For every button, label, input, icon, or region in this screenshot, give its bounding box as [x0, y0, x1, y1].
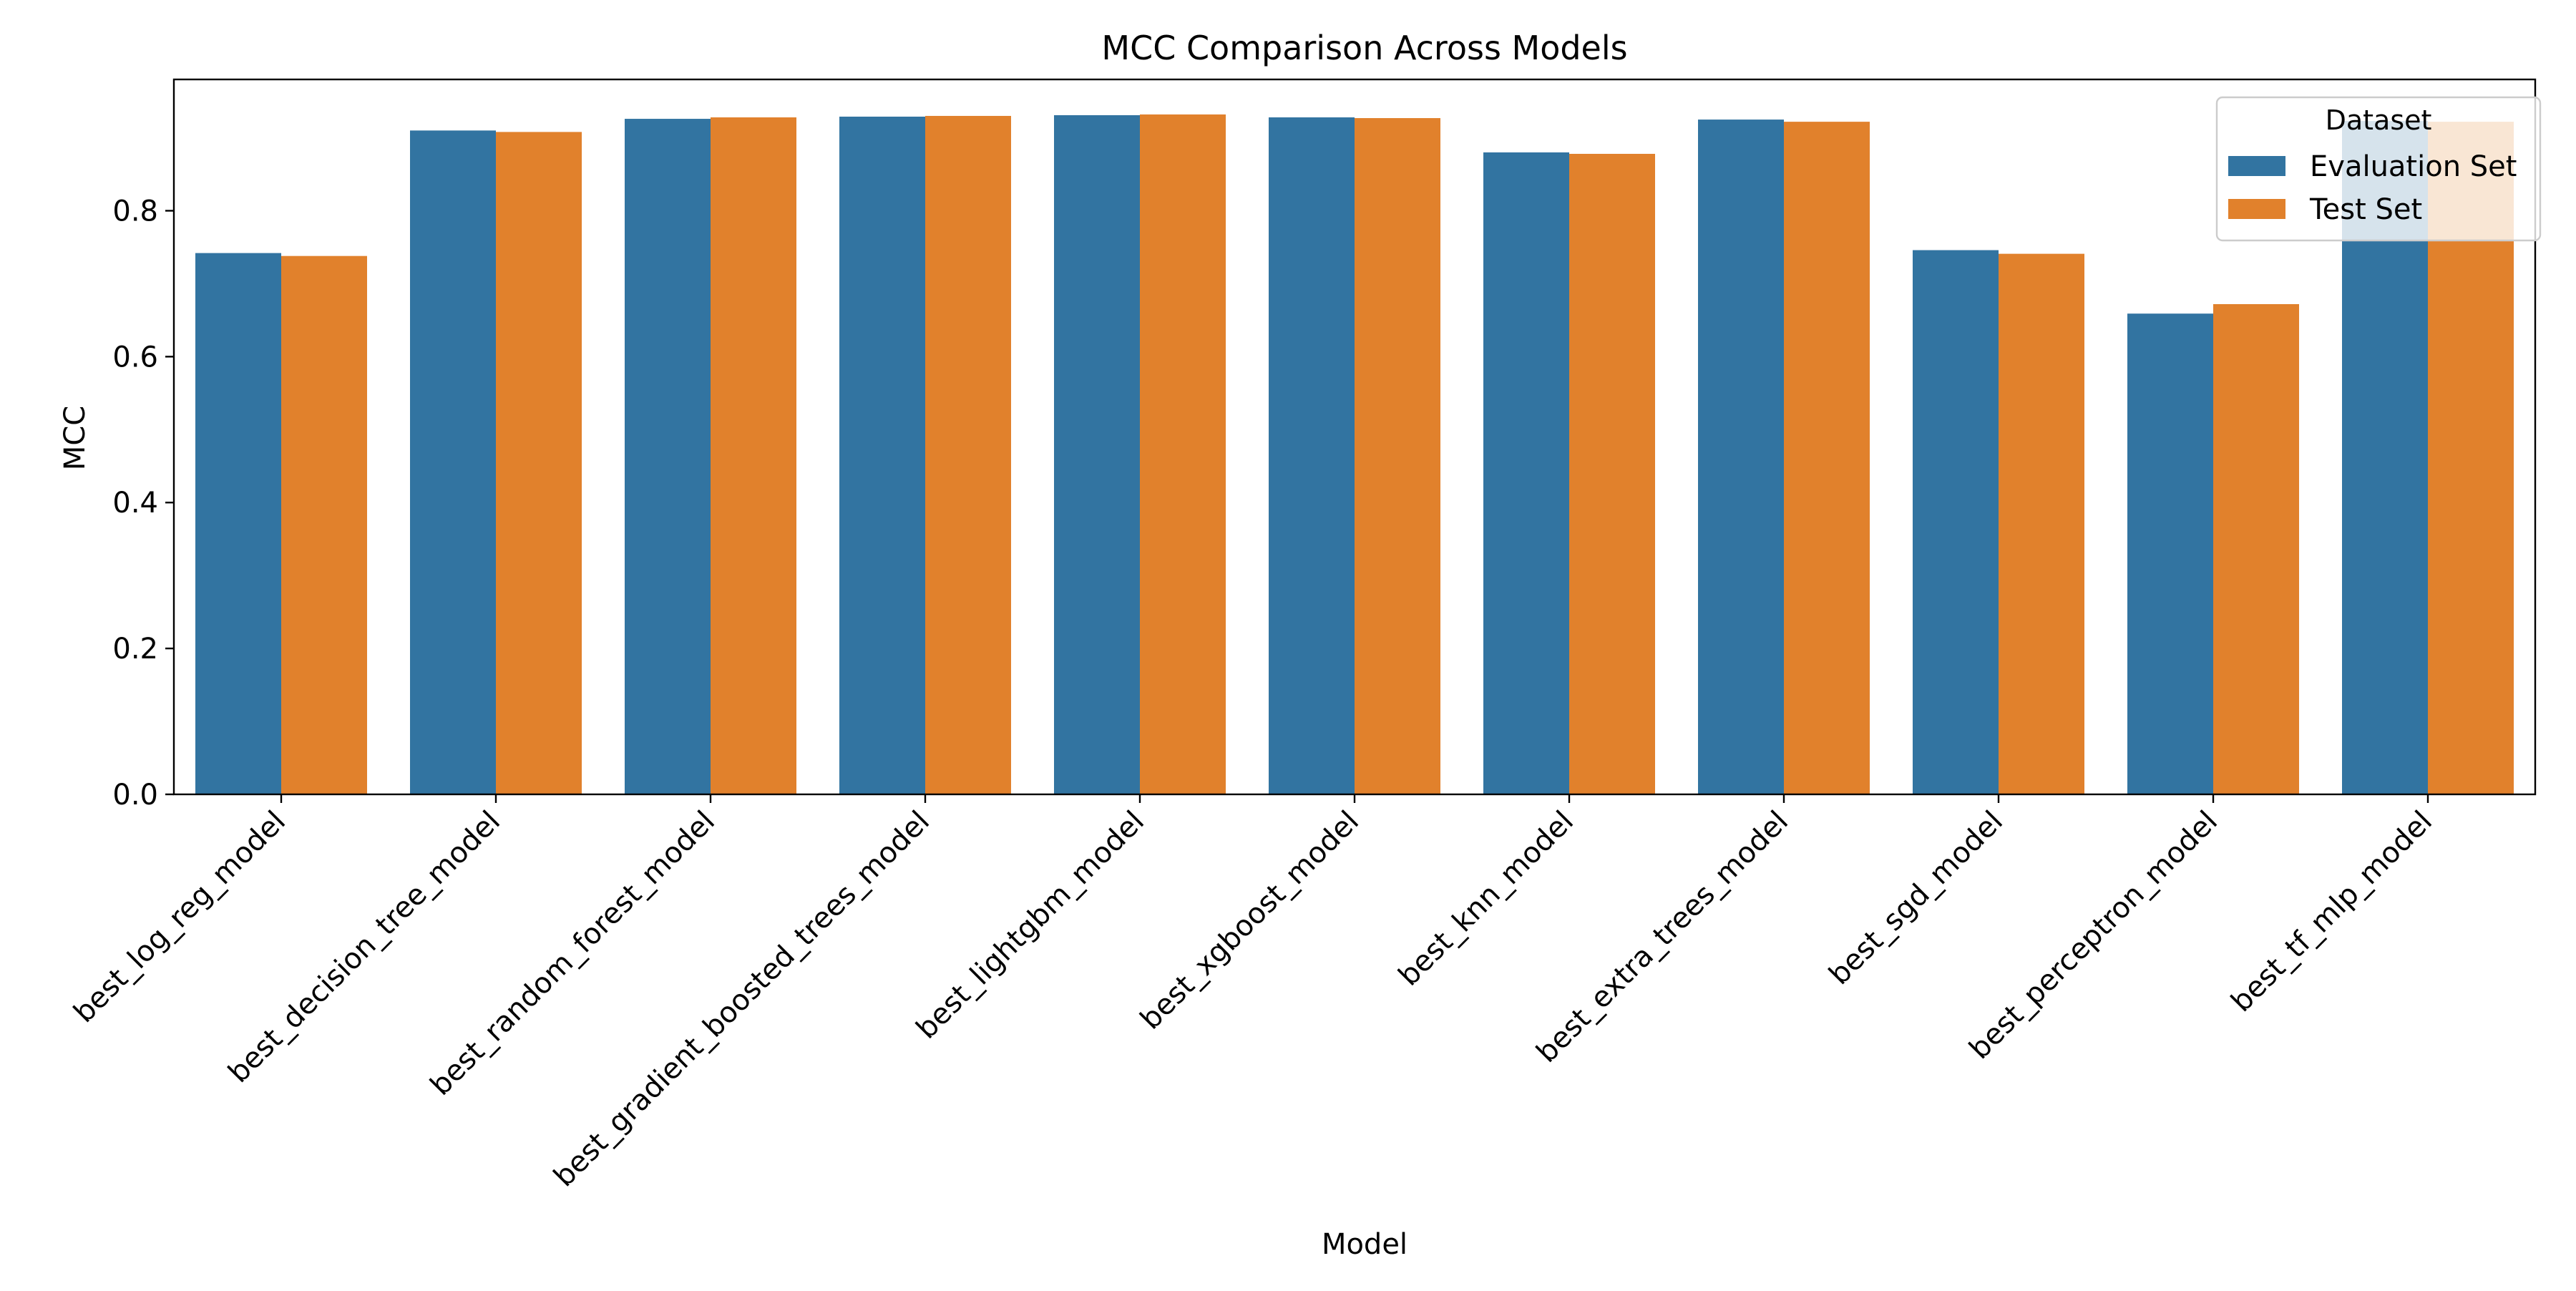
- chart-title: MCC Comparison Across Models: [1101, 29, 1627, 67]
- x-tick-label-best-extra-trees-model: best_extra_trees_model: [1531, 805, 1795, 1070]
- legend-box: [2215, 96, 2542, 242]
- bar-best-sgd-model-test-set: [1999, 253, 2084, 794]
- bar-best-gradient-boosted-trees-model-test-set: [925, 115, 1011, 795]
- bar-best-lightgbm-model-test-set: [1140, 114, 1226, 795]
- y-tick-label: 0.6: [112, 341, 158, 374]
- x-tick-label-best-xgboost-model: best_xgboost_model: [1134, 805, 1365, 1036]
- y-axis: 0.0 0.2 0.4 0.6 0.8: [112, 195, 174, 812]
- bar-best-random-forest-model-test-set: [711, 117, 796, 794]
- bar-best-perceptron-model-test-set: [2213, 303, 2299, 794]
- legend-label-evaluation-set: Evaluation Set: [2310, 150, 2517, 183]
- x-tick-label-best-knn-model: best_knn_model: [1392, 805, 1580, 993]
- bar-best-extra-trees-model-test-set: [1784, 122, 1870, 794]
- x-tick-label-best-perceptron-model: best_perceptron_model: [1963, 805, 2224, 1066]
- bar-best-log-reg-model-test-set: [281, 255, 367, 794]
- x-tick-label-best-log-reg-model: best_log_reg_model: [67, 805, 292, 1030]
- legend-swatch-evaluation-set: [2228, 156, 2285, 176]
- x-tick-label-best-tf-mlp-model: best_tf_mlp_model: [2225, 805, 2439, 1019]
- bar-best-gradient-boosted-trees-model-evaluation-set: [839, 116, 925, 794]
- bars-group: [195, 114, 2514, 795]
- bar-best-knn-model-test-set: [1569, 153, 1655, 795]
- y-axis-label: MCC: [59, 406, 92, 470]
- bar-best-random-forest-model-evaluation-set: [625, 119, 711, 794]
- legend: Dataset Evaluation Set Test Set: [2215, 96, 2542, 242]
- bar-best-perceptron-model-evaluation-set: [2127, 313, 2213, 794]
- bar-best-log-reg-model-evaluation-set: [195, 253, 281, 795]
- bar-best-extra-trees-model-evaluation-set: [1698, 120, 1784, 794]
- x-axis-label: Model: [1322, 1228, 1407, 1261]
- bar-best-decision-tree-model-test-set: [496, 132, 582, 794]
- y-tick-label: 0.0: [112, 779, 158, 812]
- x-tick-label-best-sgd-model: best_sgd_model: [1823, 805, 2009, 992]
- legend-swatch-test-set: [2228, 199, 2285, 219]
- bar-best-knn-model-evaluation-set: [1483, 152, 1569, 794]
- x-tick-label-best-gradient-boosted-trees-model: best_gradient_boosted_trees_model: [547, 805, 936, 1194]
- bar-best-xgboost-model-test-set: [1355, 118, 1440, 794]
- bar-best-sgd-model-evaluation-set: [1913, 250, 1999, 794]
- legend-title: Dataset: [2326, 104, 2432, 136]
- bar-best-lightgbm-model-evaluation-set: [1054, 115, 1140, 794]
- y-tick-label: 0.8: [112, 195, 158, 228]
- legend-label-test-set: Test Set: [2309, 193, 2422, 226]
- bar-best-decision-tree-model-evaluation-set: [410, 130, 496, 794]
- y-tick-label: 0.4: [112, 487, 158, 520]
- x-tick-label-best-lightgbm-model: best_lightgbm_model: [910, 805, 1151, 1046]
- x-axis: best_log_reg_modelbest_decision_tree_mod…: [67, 794, 2439, 1193]
- y-tick-label: 0.2: [112, 633, 158, 666]
- bar-best-xgboost-model-evaluation-set: [1269, 117, 1355, 794]
